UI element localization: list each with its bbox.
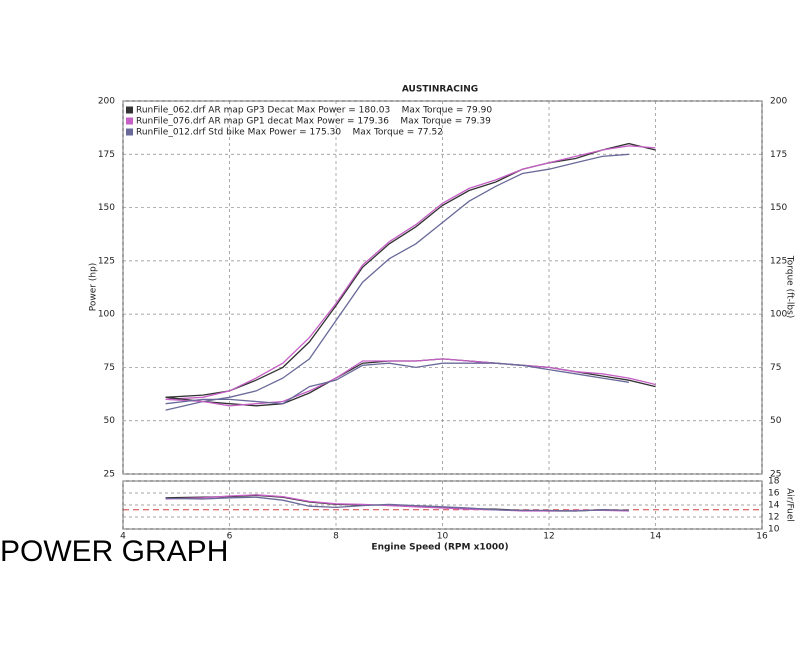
series-line — [165, 358, 656, 407]
y2-tick-label: 150 — [770, 203, 787, 213]
y2-tick-label: 50 — [770, 416, 782, 426]
x-tick-label: 8 — [333, 532, 339, 542]
legend-swatch — [126, 128, 133, 136]
series-line — [165, 496, 629, 512]
y-tick-label: 16 — [768, 489, 780, 499]
chart-title: AUSTINRACING — [402, 85, 478, 95]
x-tick-label: 4 — [120, 532, 126, 542]
caption: POWER GRAPH — [0, 535, 228, 568]
x-tick-label: 6 — [227, 532, 233, 542]
y2-axis-label: Torque (ft-lbs) — [785, 255, 795, 319]
y-tick-label: 175 — [98, 150, 115, 160]
series-line — [165, 153, 629, 411]
x-tick-label: 14 — [650, 532, 662, 542]
x-axis-label: Engine Speed (RPM x1000) — [371, 543, 508, 553]
y-tick-label: 12 — [768, 513, 779, 523]
afr-axis-label: Air/Fuel — [785, 488, 795, 522]
legend-entry: RunFile_012.drf Std bike Max Power = 175… — [136, 128, 443, 138]
y-tick-label: 125 — [98, 256, 115, 266]
legend-entry: RunFile_076.drf AR map GP1 decat Max Pow… — [136, 117, 491, 127]
legend-swatch — [126, 117, 133, 125]
y-tick-label: 200 — [98, 97, 115, 107]
y2-tick-label: 75 — [770, 363, 781, 373]
y-tick-label: 50 — [104, 416, 116, 426]
y-tick-label: 25 — [104, 470, 115, 480]
legend-swatch — [126, 106, 133, 114]
x-tick-label: 12 — [543, 532, 554, 542]
y2-tick-label: 125 — [770, 256, 787, 266]
x-tick-label: 16 — [756, 532, 768, 542]
y-tick-label: 10 — [768, 525, 780, 535]
y2-tick-label: 200 — [770, 97, 787, 107]
series-line — [165, 142, 656, 398]
x-tick-label: 10 — [437, 532, 449, 542]
y-tick-label: 150 — [98, 203, 115, 213]
series-line — [165, 145, 656, 401]
y-tick-label: 100 — [98, 310, 115, 320]
y-tick-label: 18 — [768, 477, 780, 487]
series-line — [165, 362, 630, 405]
y2-tick-label: 25 — [770, 470, 781, 480]
y-axis-label: Power (hp) — [89, 263, 99, 312]
legend-entry: RunFile_062.drf AR map GP3 Decat Max Pow… — [136, 106, 492, 116]
y2-tick-label: 175 — [770, 150, 787, 160]
y-tick-label: 75 — [104, 363, 115, 373]
y-tick-label: 14 — [768, 501, 780, 511]
y2-tick-label: 100 — [770, 310, 787, 320]
